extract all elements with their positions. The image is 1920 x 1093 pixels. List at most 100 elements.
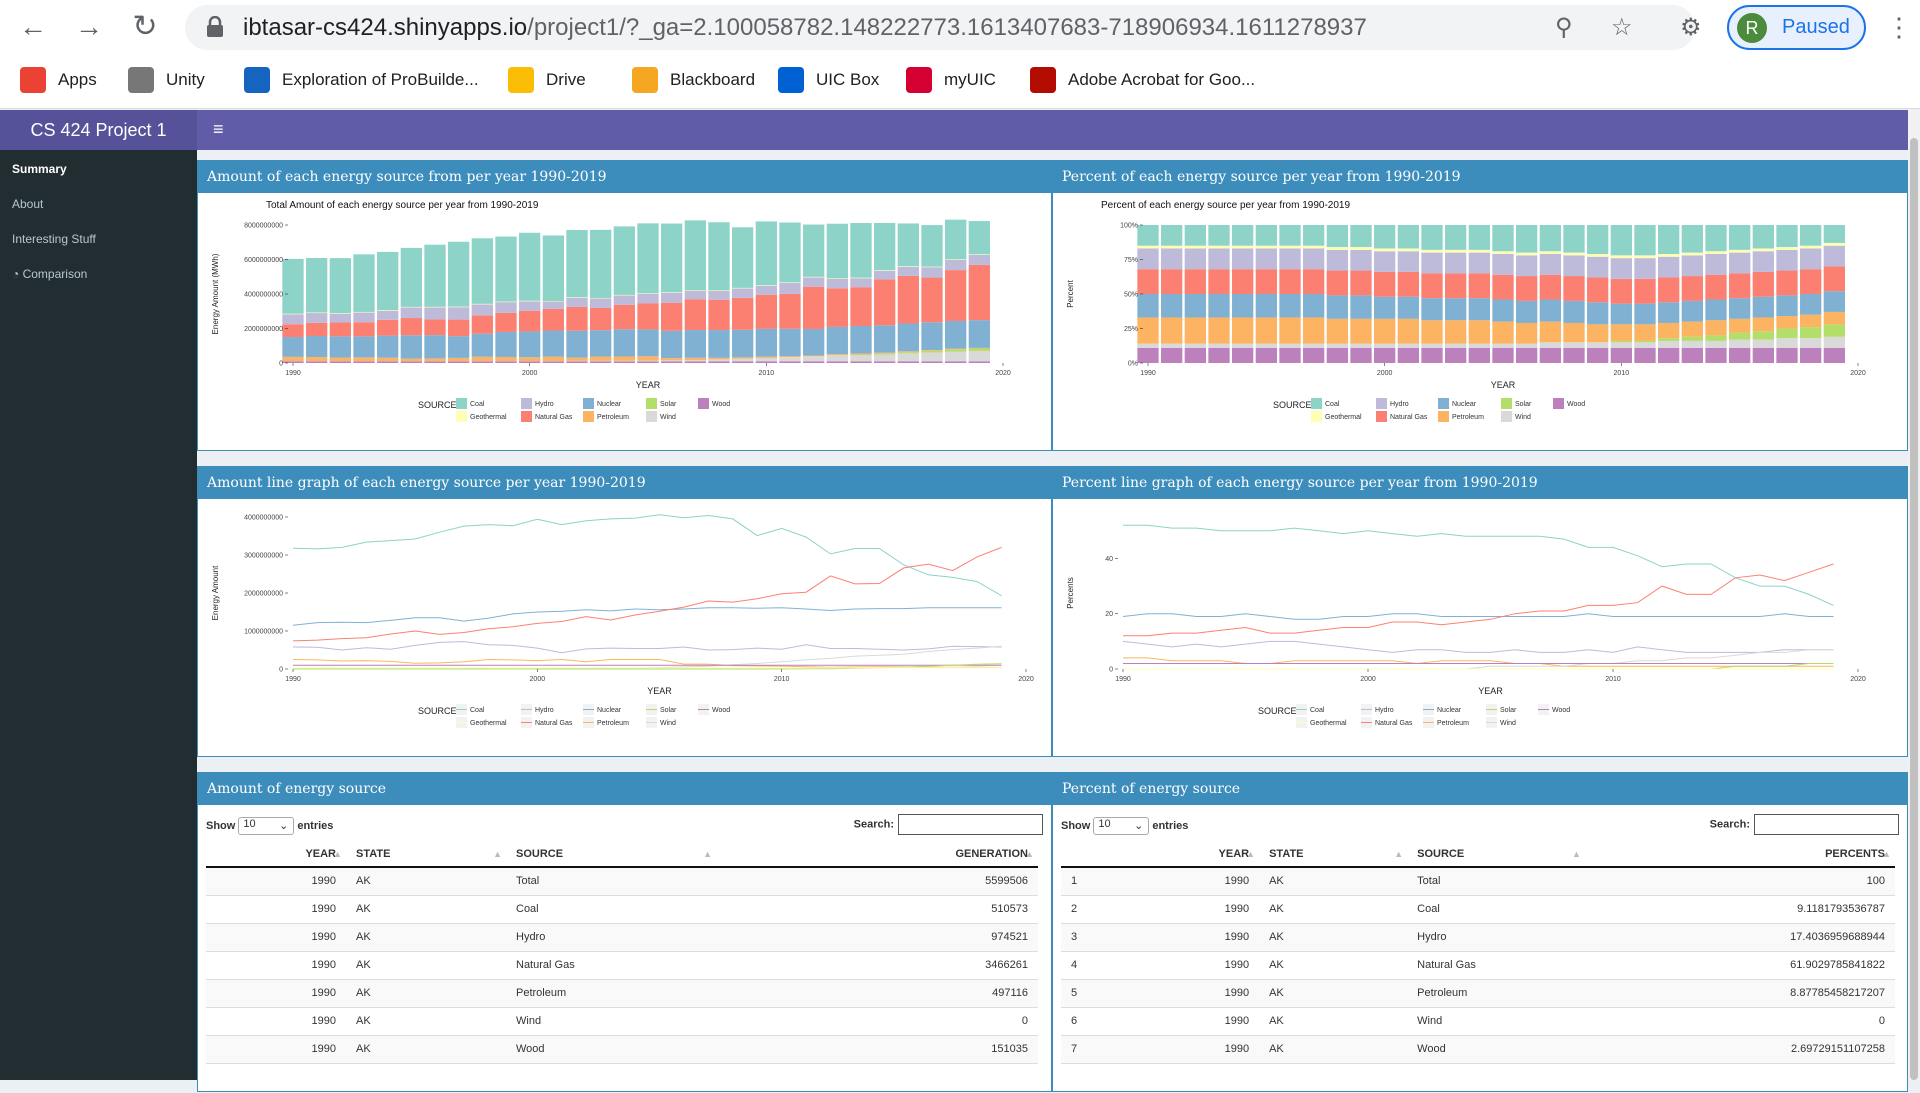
legend-label: Geothermal [1310,720,1347,727]
bookmark-exploration[interactable]: Exploration of ProBuilde... [244,65,479,95]
bar-segment [1421,298,1442,320]
x-axis-label: YEAR [636,380,661,390]
bar-segment [1587,324,1608,342]
bar-segment [1705,341,1726,348]
bar-segment [874,279,895,325]
bar-segment [732,361,753,363]
legend-label: Hydro [1390,401,1409,408]
page-scrollbar[interactable] [1908,110,1920,1080]
bar-segment [1421,250,1442,253]
back-arrow-icon[interactable]: ← [16,10,50,44]
column-header-label: SOURCE [516,848,563,860]
zoom-icon[interactable]: ⚲ [1555,13,1573,42]
bar-segment [1208,294,1229,317]
url-text[interactable]: ibtasar-cs424.shinyapps.io/project1/?_ga… [243,14,1367,42]
bar-segment [898,267,919,276]
bar-segment [1753,251,1774,272]
bar-segment [1658,254,1679,257]
bar-segment [1611,342,1632,348]
length-select[interactable]: 10⌄ [238,817,294,835]
extensions-puzzle-icon[interactable]: ⚙ [1680,13,1702,42]
column-header[interactable]: STATE▲ [1259,841,1407,867]
profile-button[interactable]: R Paused [1727,5,1866,50]
sidebar-item-interesting-stuff[interactable]: Interesting Stuff [12,232,96,246]
bar-segment [1658,341,1679,348]
bar-segment [424,358,445,361]
bar-segment [1232,225,1253,246]
bar-segment [590,330,611,356]
column-header[interactable] [1061,841,1209,867]
bookmark-star-icon[interactable]: ☆ [1611,13,1633,42]
bar-segment [1350,247,1371,250]
column-header[interactable]: STATE▲ [346,841,506,867]
column-header-label: PERCENTS [1825,848,1885,860]
bar-segment [472,304,493,315]
bookmark-adobe[interactable]: Adobe Acrobat for Goo... [1030,65,1255,95]
bar-segment [519,331,540,357]
bookmark-myuic[interactable]: myUIC [906,65,996,95]
search-input[interactable] [898,814,1043,835]
table-cell: 5599506 [716,867,1038,895]
search-input[interactable] [1754,814,1899,835]
bar-segment [282,324,303,337]
bookmark-uic[interactable]: UIC Box [778,65,879,95]
y-tick-label: 0 [279,361,283,368]
bar-segment [1303,344,1324,348]
bar-segment [898,351,919,352]
avatar: R [1737,13,1767,43]
bar-segment [472,334,493,357]
length-select[interactable]: 10⌄ [1093,817,1149,835]
x-tick-label: 1990 [285,676,301,683]
bar-segment [803,225,824,277]
column-header[interactable]: YEAR▲ [1209,841,1260,867]
bar-segment [282,314,303,315]
hamburger-menu-icon[interactable]: ≡ [213,119,224,140]
bookmark-blackboard[interactable]: Blackboard [632,65,755,95]
bar-segment [1398,225,1419,248]
browser-menu-icon[interactable]: ⋮ [1886,12,1912,43]
bar-segment [756,357,777,358]
bookmark-apps[interactable]: Apps [20,65,97,95]
column-header[interactable]: YEAR▲ [206,841,346,867]
sidebar-item-about[interactable]: About [12,197,43,211]
bar-segment [1256,269,1277,294]
bar-segment [1350,225,1371,247]
column-header[interactable]: GENERATION▲ [716,841,1038,867]
address-bar[interactable]: ibtasar-cs424.shinyapps.io/project1/?_ga… [185,5,1695,50]
column-header[interactable]: PERCENTS▲ [1585,841,1895,867]
sidebar-item-comparison[interactable]: ◔ Comparison [12,267,87,281]
bar-segment [1492,344,1513,348]
sidebar-item-summary[interactable]: Summary [12,162,67,176]
scrollbar-thumb[interactable] [1910,138,1918,1080]
bookmark-unity[interactable]: Unity [128,65,205,95]
bookmark-drive[interactable]: Drive [508,65,586,95]
bar-segment [732,359,753,362]
bar-segment [898,353,919,361]
search-control: Search: [854,814,1043,835]
bar-segment [685,358,706,360]
forward-arrow-icon[interactable]: → [72,10,106,44]
bar-segment [1682,322,1703,337]
sidebar-item-label: Comparison [23,267,88,281]
column-header[interactable]: SOURCE▲ [506,841,716,867]
sort-icon: ▲ [493,849,502,859]
bar-segment [1256,248,1277,269]
app-title[interactable]: CS 424 Project 1 [0,110,197,150]
bar-segment [1634,258,1655,279]
reload-icon[interactable]: ↻ [128,10,162,44]
column-header[interactable]: SOURCE▲ [1407,841,1585,867]
